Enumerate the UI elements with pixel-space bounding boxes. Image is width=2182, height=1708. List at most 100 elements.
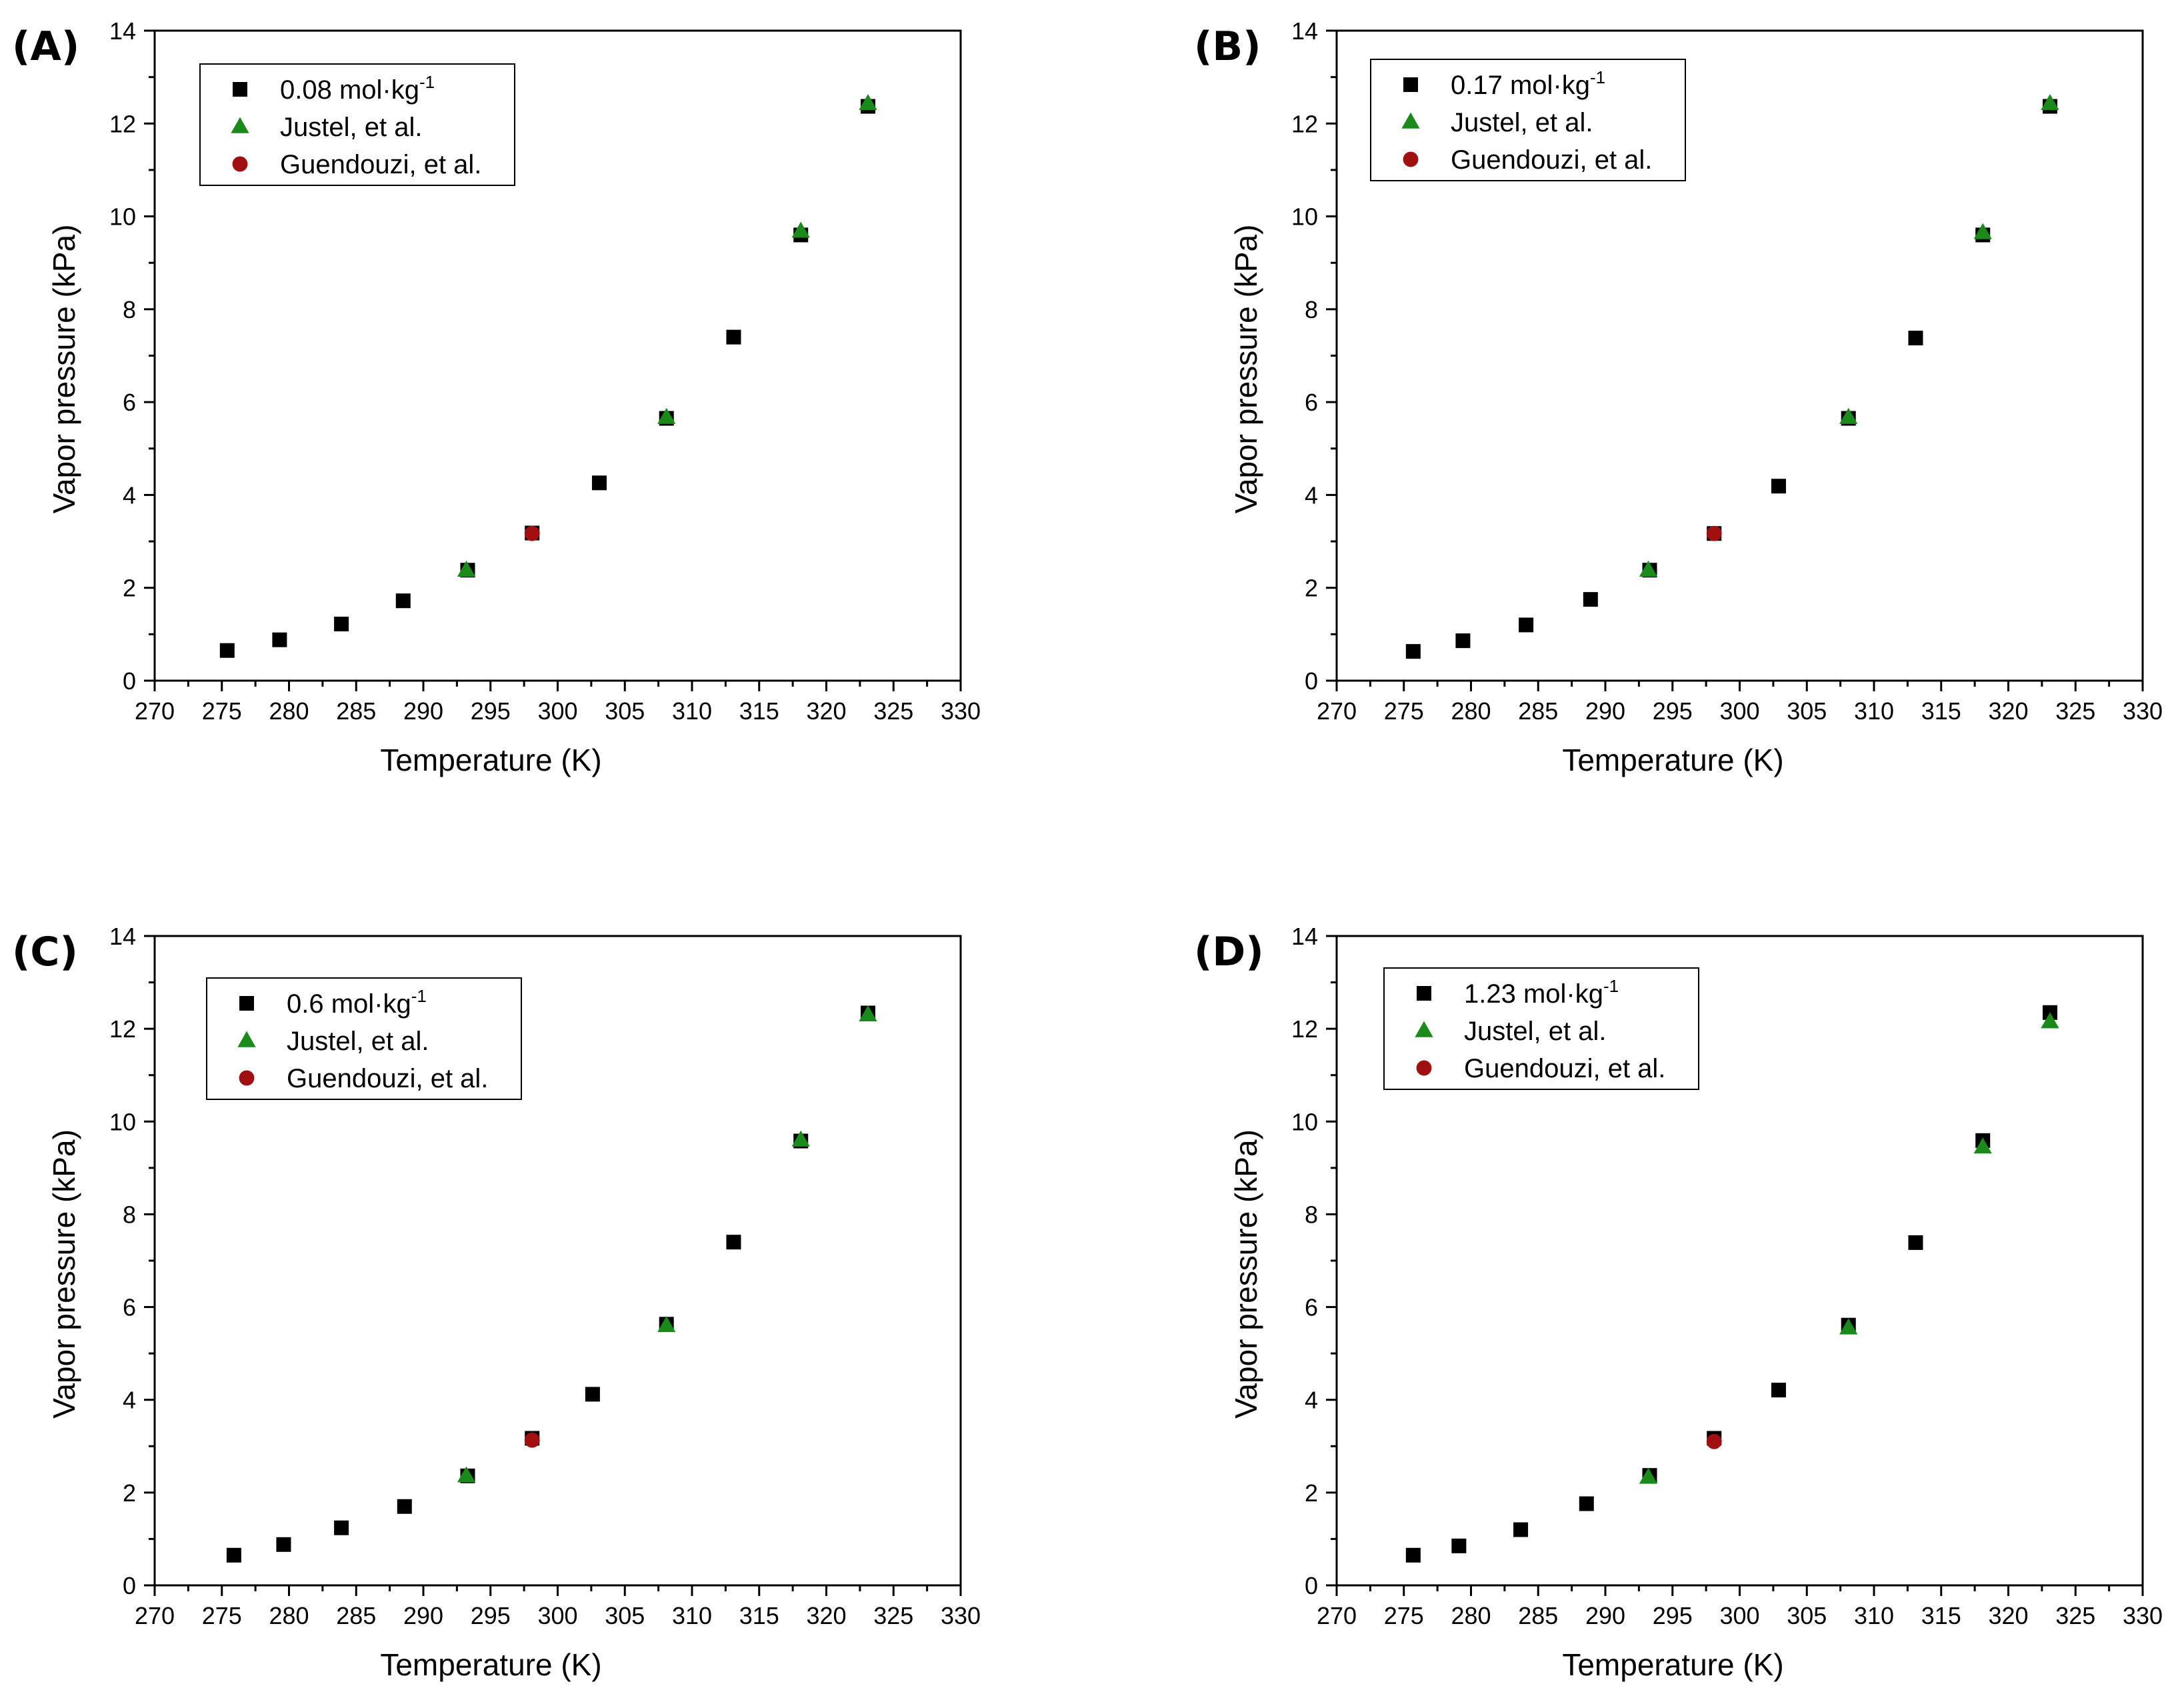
legend: 0.17 mol·kg-1 Justel, et al. Guendouzi, et… <box>1370 59 1686 181</box>
y-tick-label: 12 <box>109 110 136 137</box>
x-tick-label: 295 <box>471 1602 511 1629</box>
data-point <box>1579 1496 1594 1511</box>
panel-label: (D) <box>1194 929 1264 975</box>
chart-panel-b: 270 275 280 285 290 295 300 305 310 315 320 325 3300… <box>1194 17 2163 777</box>
legend-marker <box>233 82 247 97</box>
y-tick-label: 4 <box>123 481 136 509</box>
x-tick-label: 300 <box>1719 697 1759 725</box>
x-tick-label: 275 <box>202 1602 242 1629</box>
legend: 1.23 mol·kg-1 Justel, et al. Guendouzi, et… <box>1383 967 1699 1090</box>
x-tick-label: 295 <box>471 697 511 725</box>
legend-label: Justel, et al. <box>1464 1017 1606 1046</box>
legend-label: 0.17 mol·kg-1 <box>1451 67 1605 100</box>
y-tick-label: 14 <box>1291 17 1318 45</box>
y-axis-label: Vapor pressure (kPa) <box>47 225 81 514</box>
data-point <box>657 407 676 424</box>
x-tick-label: 285 <box>1518 697 1558 725</box>
data-point <box>791 221 810 238</box>
x-tick-label: 320 <box>806 697 846 725</box>
x-tick-label: 325 <box>873 1602 913 1629</box>
y-axis-label: Vapor pressure (kPa) <box>1229 1129 1263 1419</box>
series-2 <box>524 1432 540 1448</box>
data-point <box>226 1547 241 1563</box>
legend-marker <box>232 156 248 172</box>
data-point <box>585 1387 600 1402</box>
data-point <box>1405 644 1421 659</box>
x-axis-label: Temperature (K) <box>1562 743 1783 777</box>
data-point <box>2041 1012 2059 1029</box>
data-point <box>1973 223 1992 239</box>
legend-marker <box>239 1070 255 1086</box>
data-point <box>1455 633 1471 649</box>
y-tick-label: 0 <box>1305 1572 1318 1599</box>
legend-label-superscript: -1 <box>411 986 427 1006</box>
data-point <box>859 1005 877 1021</box>
data-point <box>1839 1318 1858 1335</box>
y-tick-label: 10 <box>1291 203 1318 231</box>
x-tick-label: 315 <box>1921 1602 1961 1629</box>
y-tick-label: 0 <box>123 667 136 695</box>
x-tick-label: 285 <box>336 697 376 725</box>
legend-label-superscript: -1 <box>419 72 435 92</box>
y-tick-label: 2 <box>1305 575 1318 602</box>
y-tick-label: 14 <box>109 923 136 950</box>
legend-marker <box>1416 1060 1432 1076</box>
y-tick-label: 12 <box>1291 110 1318 137</box>
y-tick-label: 10 <box>109 1108 136 1135</box>
x-tick-label: 300 <box>537 1602 577 1629</box>
data-point <box>1451 1538 1467 1553</box>
y-tick-label: 8 <box>1305 1201 1318 1228</box>
data-point <box>1639 1467 1658 1484</box>
legend-label: 1.23 mol·kg-1 <box>1464 976 1619 1009</box>
data-point <box>1513 1522 1529 1537</box>
legend-box <box>199 63 515 186</box>
y-tick-label: 14 <box>109 17 136 45</box>
x-tick-label: 275 <box>1384 1602 1424 1629</box>
chart-panel-d: 270 275 280 285 290 295 300 305 310 315 320 325 330 0… <box>1194 923 2163 1682</box>
data-point <box>1771 1383 1786 1398</box>
x-tick-label: 300 <box>1719 1602 1759 1629</box>
data-point <box>395 593 411 609</box>
x-tick-label: 315 <box>739 697 779 725</box>
data-point <box>1706 1433 1722 1449</box>
y-tick-label: 6 <box>123 1294 136 1321</box>
x-tick-label: 280 <box>1451 697 1491 725</box>
series-1 <box>457 94 877 577</box>
data-point <box>334 617 349 632</box>
x-tick-label: 315 <box>739 1602 779 1629</box>
x-tick-label: 325 <box>2055 697 2095 725</box>
x-tick-label: 290 <box>403 697 443 725</box>
data-point <box>1519 617 1534 633</box>
x-tick-label: 325 <box>873 697 913 725</box>
x-axis-label: Temperature (K) <box>380 743 601 777</box>
x-tick-label: 315 <box>1921 697 1961 725</box>
data-point <box>1639 560 1658 577</box>
chart-panel-a: 270 275 280 285 290 295 300 305 310 315 320 325 3300… <box>12 17 981 777</box>
data-point <box>524 525 540 541</box>
y-tick-label: 6 <box>1305 389 1318 416</box>
x-tick-label: 310 <box>672 1602 712 1629</box>
data-point <box>1973 1137 1992 1154</box>
data-point <box>1771 479 1786 494</box>
legend-marker <box>1415 1021 1433 1037</box>
legend-marker <box>239 996 254 1011</box>
data-point <box>219 643 235 658</box>
legend-label: Guendouzi, et al. <box>1464 1054 1665 1083</box>
data-point <box>1405 1547 1421 1563</box>
legend-label: 0.6 mol·kg-1 <box>287 986 427 1019</box>
x-tick-label: 320 <box>806 1602 846 1629</box>
x-tick-label: 285 <box>1518 1602 1558 1629</box>
series-2 <box>1706 1433 1722 1449</box>
x-axis-label: Temperature (K) <box>380 1647 601 1682</box>
data-point <box>2041 94 2059 111</box>
legend-label: Guendouzi, et al. <box>1451 145 1652 175</box>
series-1 <box>457 1005 877 1483</box>
data-point <box>334 1520 349 1535</box>
legend-label: 0.08 mol·kg-1 <box>280 72 435 105</box>
data-point <box>272 632 287 647</box>
y-tick-label: 4 <box>1305 481 1318 509</box>
x-tick-label: 290 <box>1585 1602 1625 1629</box>
data-point <box>276 1537 291 1552</box>
legend-box <box>1383 967 1699 1090</box>
x-tick-label: 295 <box>1653 697 1693 725</box>
